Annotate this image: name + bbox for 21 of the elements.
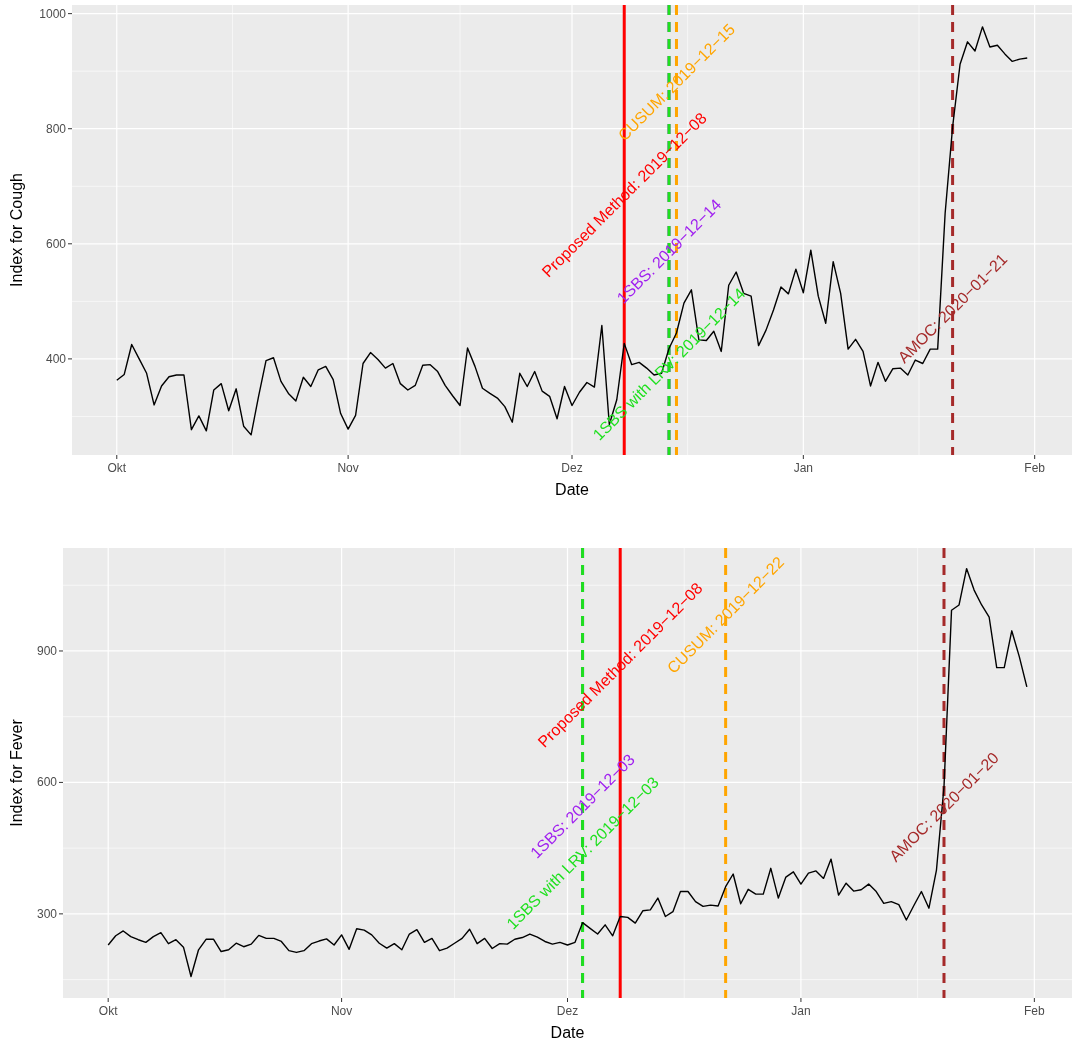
x-tick-label: Nov xyxy=(330,1004,353,1018)
y-tick-label: 600 xyxy=(36,775,58,790)
x-tick-label: Jan xyxy=(793,461,814,475)
y-tick-label: 300 xyxy=(36,906,58,921)
y-tick-label: 900 xyxy=(36,643,58,658)
x-axis-title: Date xyxy=(555,481,589,498)
x-tick-label: Dez xyxy=(556,1004,579,1018)
x-tick-label: Feb xyxy=(1024,461,1046,475)
y-tick-label: 600 xyxy=(45,236,67,251)
y-tick-label: 400 xyxy=(45,351,67,366)
x-tick-label: Okt xyxy=(98,1004,119,1018)
y-tick-label: 800 xyxy=(45,121,67,136)
x-axis-title: Date xyxy=(550,1024,585,1041)
y-tick-label: 1000 xyxy=(39,6,67,21)
x-tick-label: Feb xyxy=(1024,1004,1046,1018)
y-axis-title: Index for Fever xyxy=(8,718,25,827)
y-axis-title: Index for Cough xyxy=(8,173,25,287)
x-tick-label: Dez xyxy=(561,461,583,475)
x-tick-label: Nov xyxy=(337,461,359,475)
x-tick-label: Okt xyxy=(107,461,127,475)
x-tick-label: Jan xyxy=(791,1004,811,1018)
